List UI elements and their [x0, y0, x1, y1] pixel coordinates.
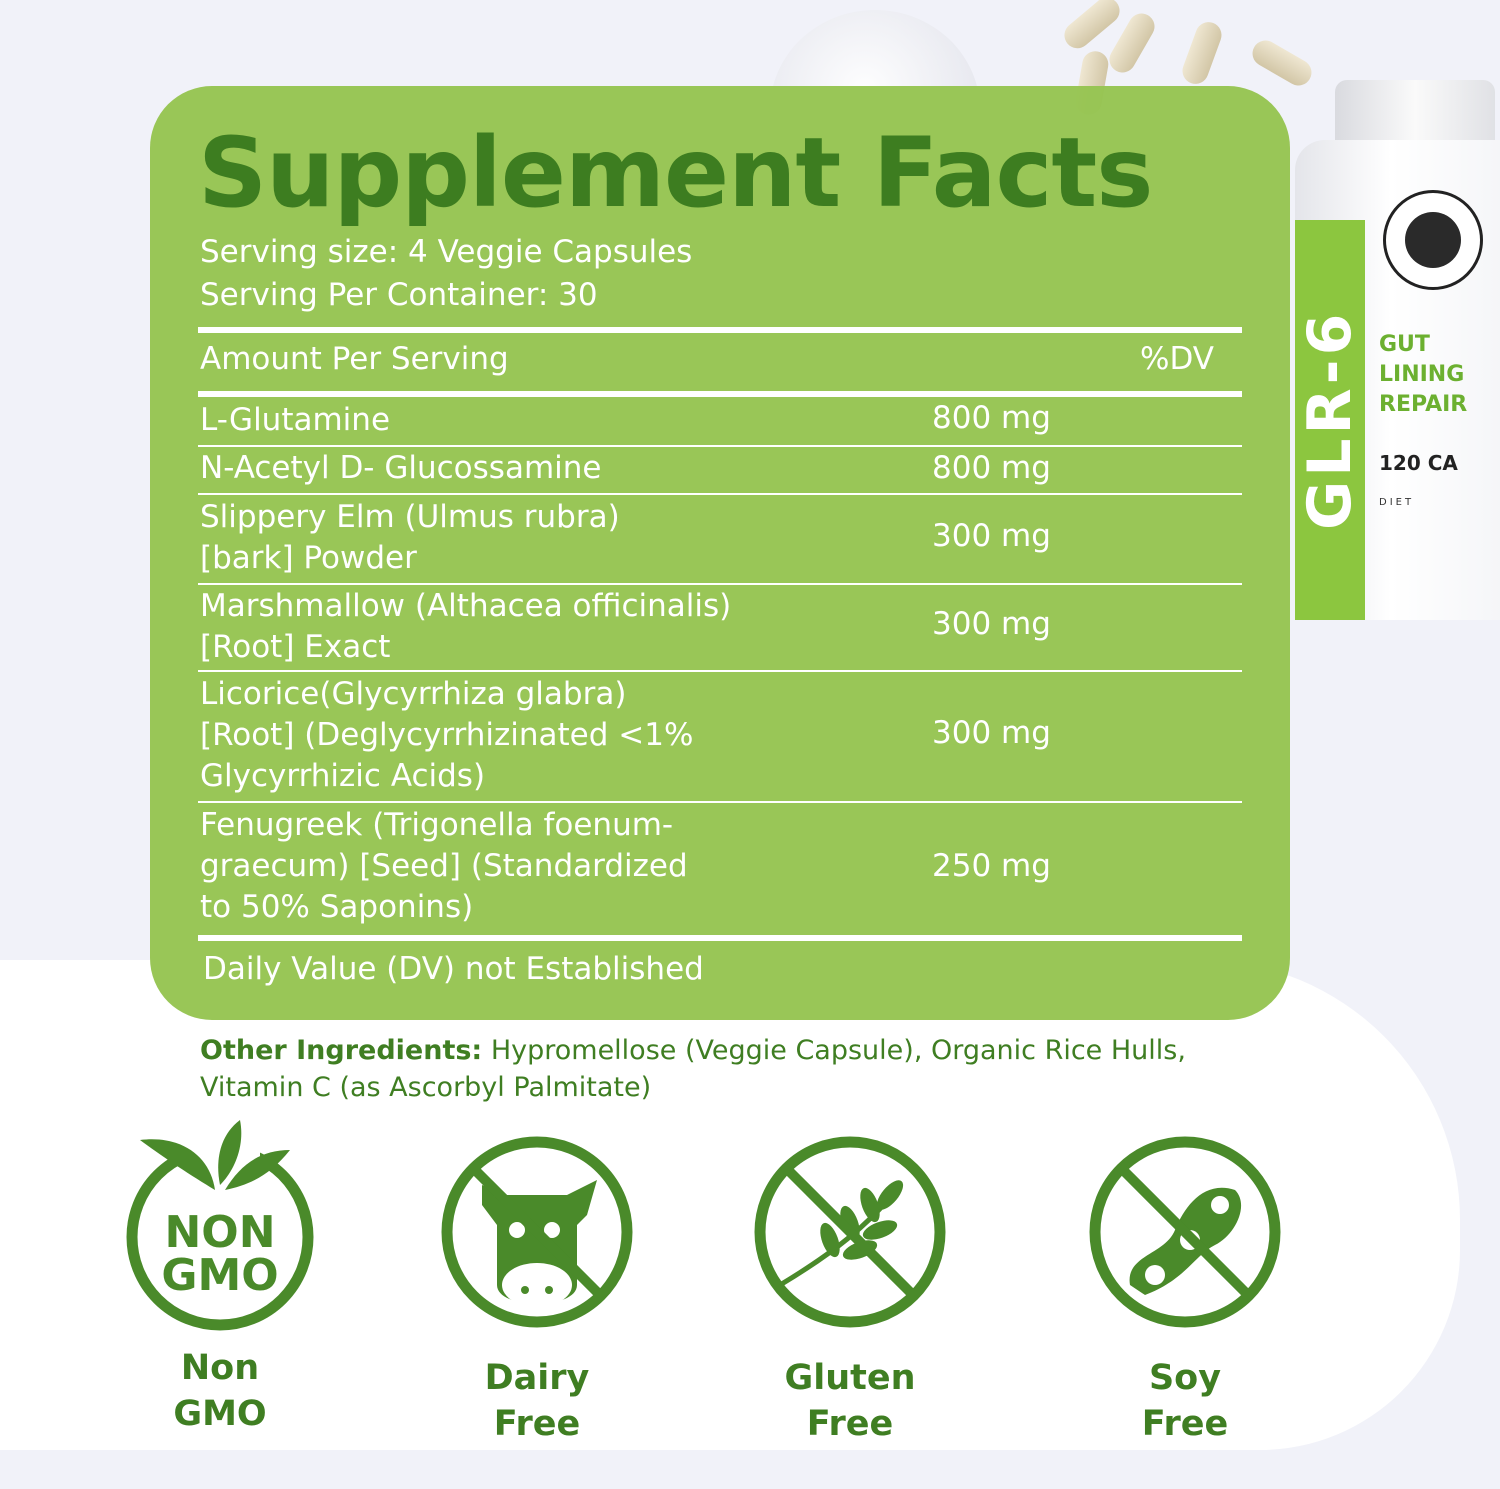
- bottle-product-name: GLR-6: [1295, 220, 1365, 620]
- divider: [198, 935, 1242, 941]
- ingredient-name: N-Acetyl D- Glucossamine: [200, 450, 602, 486]
- svg-text:NON: NON: [164, 1207, 275, 1258]
- badge-label: Non GMO: [173, 1348, 267, 1434]
- supplement-facts-panel: [150, 86, 1290, 1020]
- badge-label: Soy Free: [1141, 1358, 1229, 1444]
- bottle-count: 120 CA: [1379, 451, 1458, 475]
- badge-soy-free: Soy Free: [1085, 1135, 1285, 1447]
- servings-per-container: Serving Per Container: 30: [200, 277, 598, 313]
- svg-text:GMO: GMO: [161, 1250, 278, 1301]
- ingredient-name: Slippery Elm (Ulmus rubra) [bark] Powder: [200, 499, 620, 576]
- ingredient-name: Fenugreek (Trigonella foenum- graecum) […: [200, 807, 688, 925]
- ingredient-amount: 800 mg: [932, 450, 1051, 486]
- ingredient-amount: 300 mg: [932, 606, 1051, 642]
- ingredient-amount: 300 mg: [932, 715, 1051, 751]
- badge-label: Dairy Free: [484, 1358, 590, 1444]
- badge-label: Gluten Free: [784, 1358, 916, 1444]
- ingredient-name: Marshmallow (Althacea officinalis) [Root…: [200, 588, 732, 665]
- ingredient-name: L-Glutamine: [200, 402, 391, 438]
- brand-seal-logo: [1383, 190, 1483, 290]
- other-ingredients-text: Hypromellose (Veggie Capsule), Organic R…: [200, 1035, 1186, 1103]
- divider: [198, 391, 1242, 397]
- badge-non-gmo: NON GMO Non GMO: [120, 1115, 320, 1437]
- no-soy-bean-icon: [1089, 1136, 1281, 1328]
- ingredient-name: Licorice(Glycyrrhiza glabra) [Root] (Deg…: [200, 676, 694, 794]
- no-gluten-wheat-icon: [754, 1136, 946, 1328]
- badge-gluten-free: Gluten Free: [750, 1135, 950, 1447]
- page-title: Supplement Facts: [198, 117, 1153, 229]
- no-dairy-cow-icon: [441, 1136, 633, 1328]
- other-ingredients-label: Other Ingredients:: [200, 1035, 483, 1066]
- capsule-image: [1178, 18, 1226, 88]
- amount-header: Amount Per Serving: [200, 341, 509, 377]
- product-bottle-image: GLR-6 GUT LINING REPAIR 120 CA DIET: [1295, 60, 1500, 620]
- ingredient-amount: 800 mg: [932, 400, 1051, 436]
- row-divider: [198, 670, 1242, 672]
- dv-footnote: Daily Value (DV) not Established: [203, 951, 704, 987]
- other-ingredients: Other Ingredients: Hypromellose (Veggie …: [200, 1032, 1290, 1106]
- row-divider: [198, 493, 1242, 495]
- serving-size: Serving size: 4 Veggie Capsules: [200, 234, 693, 270]
- bottle-diet: DIET: [1379, 497, 1415, 508]
- dv-header: %DV: [1140, 341, 1214, 377]
- bottle-tagline: GUT LINING REPAIR: [1379, 332, 1468, 417]
- ingredient-amount: 300 mg: [932, 518, 1051, 554]
- non-gmo-leaf-icon: NON GMO: [126, 1120, 314, 1331]
- row-divider: [198, 583, 1242, 585]
- badge-dairy-free: Dairy Free: [437, 1135, 637, 1447]
- ingredient-amount: 250 mg: [932, 848, 1051, 884]
- row-divider: [198, 801, 1242, 803]
- row-divider: [198, 445, 1242, 447]
- divider: [198, 327, 1242, 333]
